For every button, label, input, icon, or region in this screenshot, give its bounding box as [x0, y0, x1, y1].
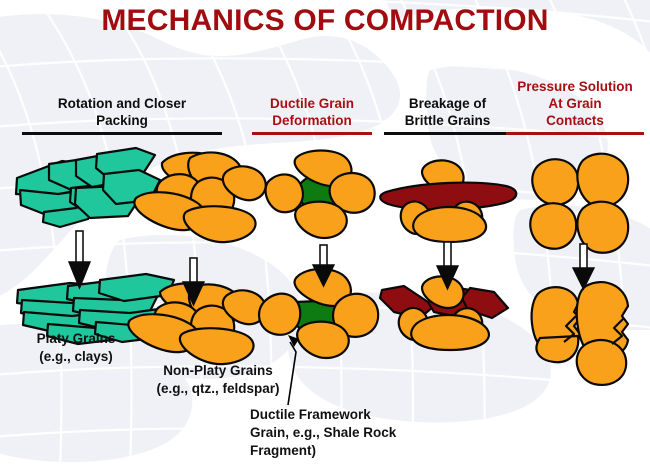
grain-group-nonplaty-before	[133, 151, 267, 244]
arrow-down-col5	[571, 243, 596, 291]
caption-platy-line2: (e.g., clays)	[39, 349, 113, 364]
column-header-pressure-solution: Pressure Solution At Grain Contacts	[506, 78, 644, 135]
column-header-ductile-underline	[252, 132, 372, 135]
caption-platy-line1: Platy Grains	[36, 331, 116, 346]
caption-platy-grains: Platy Grains (e.g., clays)	[6, 330, 146, 366]
column-header-brittle-underline	[384, 132, 511, 135]
annotation-ductile-framework-grain: Ductile Framework Grain, e.g., Shale Roc…	[250, 406, 510, 460]
grain-group-pressure-before	[529, 152, 630, 254]
arrow-down-col1	[67, 230, 92, 290]
column-header-rotation-underline	[22, 132, 222, 135]
grain-group-ductile-after	[257, 267, 380, 360]
grain-group-platy-before	[14, 146, 162, 229]
arrow-down-col4	[435, 241, 460, 291]
grain-group-brittle-before	[379, 159, 518, 244]
caption-nonplaty-line1: Non-Platy Grains	[163, 363, 273, 378]
annotation-line3: Fragment)	[250, 443, 317, 458]
caption-nonplaty-grains: Non-Platy Grains (e.g., qtz., feldspar)	[108, 362, 328, 398]
grain-group-ductile-before	[264, 149, 376, 240]
column-header-pressure-line2: At Grain	[548, 96, 602, 111]
column-header-brittle-line1: Breakage of	[408, 96, 487, 111]
column-header-rotation-line1: Rotation and Closer	[57, 96, 187, 111]
grain-group-pressure-after	[530, 281, 630, 386]
caption-nonplaty-line2: (e.g., qtz., feldspar)	[156, 381, 280, 396]
column-header-pressure-underline	[506, 132, 644, 135]
column-header-rotation-line2: Packing	[96, 113, 148, 128]
arrow-down-col2	[181, 257, 206, 307]
annotation-line2: Grain, e.g., Shale Rock	[250, 425, 397, 440]
column-header-pressure-line3: Contacts	[546, 113, 604, 128]
column-header-ductile-line1: Ductile Grain	[269, 96, 355, 111]
annotation-line1: Ductile Framework	[250, 407, 371, 422]
column-header-ductile-line2: Deformation	[272, 113, 352, 128]
ductile-callout-pointer	[287, 335, 299, 406]
column-header-rotation: Rotation and Closer Packing	[22, 95, 222, 135]
arrow-down-col3	[311, 244, 336, 288]
column-header-pressure-line1: Pressure Solution	[517, 79, 633, 94]
grain-group-brittle-after	[378, 275, 510, 352]
column-header-ductile: Ductile Grain Deformation	[252, 95, 372, 135]
page-title: MECHANICS OF COMPACTION	[101, 4, 549, 37]
column-header-brittle-line2: Brittle Grains	[404, 113, 491, 128]
column-header-brittle: Breakage of Brittle Grains	[384, 95, 511, 135]
